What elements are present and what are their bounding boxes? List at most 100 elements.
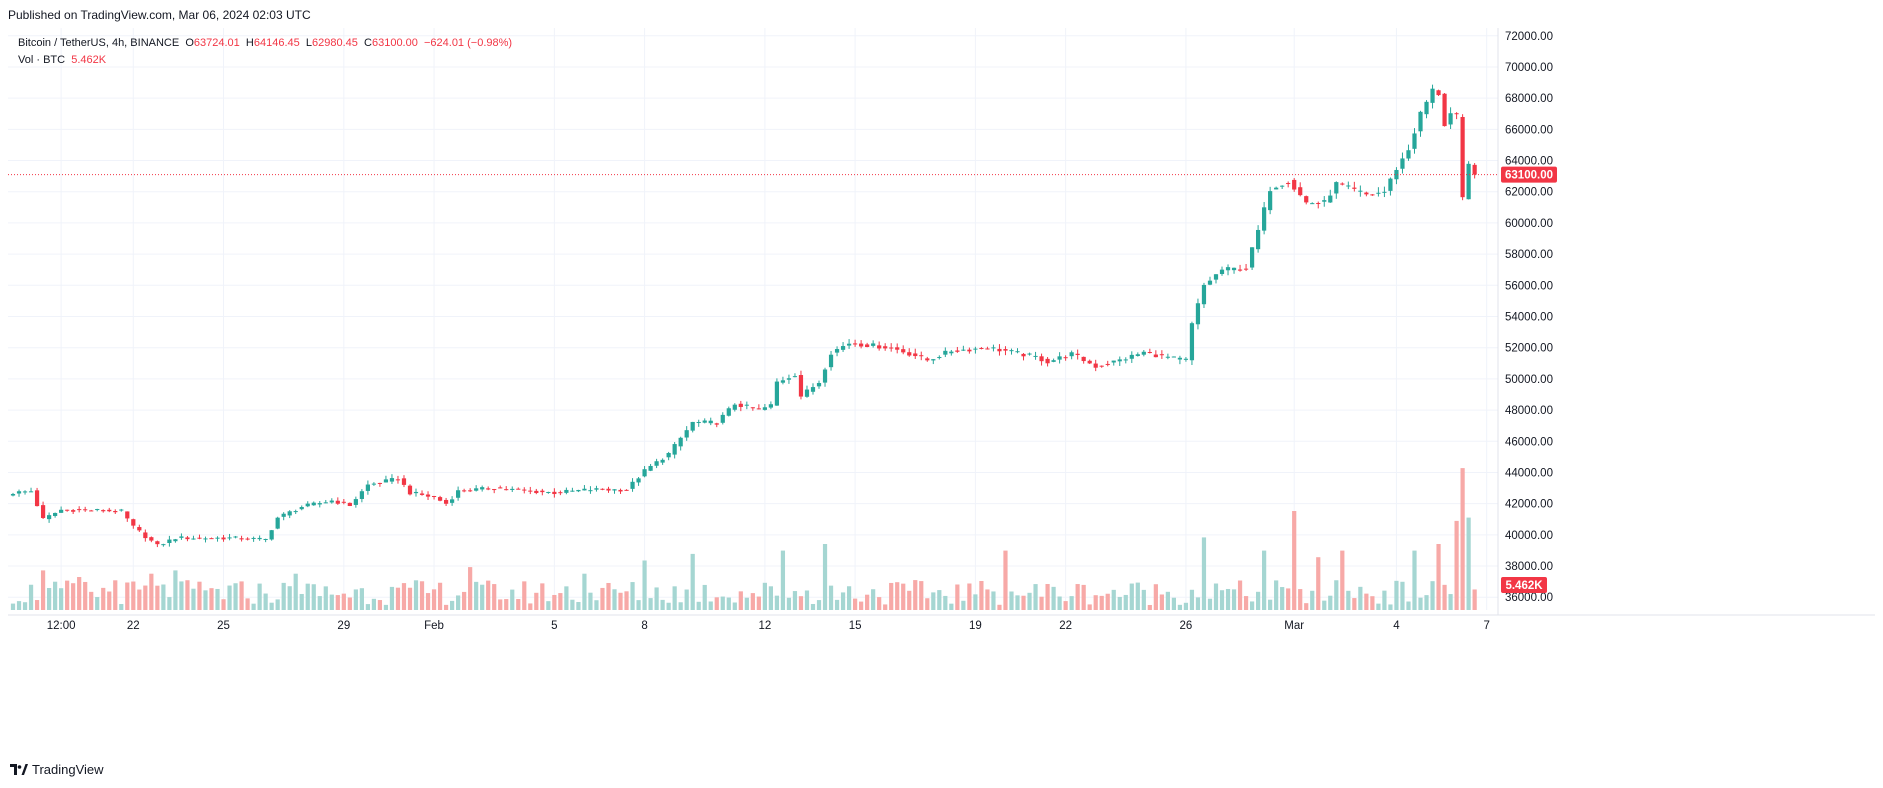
volume-bar xyxy=(600,587,605,610)
volume-bar xyxy=(865,594,870,610)
candle-body xyxy=(516,488,521,490)
volume-bar xyxy=(1328,595,1333,610)
volume-bar xyxy=(1093,595,1098,610)
price-axis[interactable]: 72000.00 70000.00 68000.00 66000.00 64000.00… xyxy=(1505,31,1553,604)
y-tick-label: 64000.00 xyxy=(1505,156,1553,168)
candle-body xyxy=(113,510,118,513)
volume-bar xyxy=(1322,600,1327,610)
candle-body xyxy=(173,539,178,542)
candle-body xyxy=(955,350,960,352)
volume-bar xyxy=(251,603,256,610)
volume-label[interactable]: Vol · BTC xyxy=(18,54,66,66)
volume-bar xyxy=(1207,598,1213,610)
candle-body xyxy=(684,430,689,438)
volume-bar xyxy=(1358,586,1363,610)
volume-bar xyxy=(961,600,966,610)
candle-body xyxy=(648,465,653,471)
volume-bar xyxy=(107,591,112,610)
volume-bar xyxy=(287,586,292,610)
candle-body xyxy=(871,343,876,346)
candle-body xyxy=(1310,203,1315,205)
candle-body xyxy=(359,491,364,499)
candle-body xyxy=(185,537,190,540)
candle-body xyxy=(510,488,515,490)
volume-bar xyxy=(353,589,358,610)
candle-body xyxy=(407,485,413,495)
candle-body xyxy=(1243,268,1249,270)
candle-body xyxy=(1472,164,1477,175)
candle-body xyxy=(738,403,743,407)
candle-body xyxy=(943,350,948,355)
price-chart[interactable]: 72000.00 70000.00 68000.00 66000.00 64000.00… xyxy=(8,28,1875,758)
candle-body xyxy=(846,343,852,346)
candle-body xyxy=(991,347,996,349)
candle-body xyxy=(660,459,665,463)
candle-body xyxy=(889,347,894,349)
candle-body xyxy=(1183,358,1189,360)
candle-body xyxy=(714,423,719,425)
candle-body xyxy=(1364,192,1369,195)
candle-body xyxy=(1087,360,1092,364)
candle-body xyxy=(582,488,587,491)
candle-body xyxy=(1412,133,1417,149)
volume-bar xyxy=(281,582,286,610)
candle-body xyxy=(1033,355,1038,357)
volume-bar xyxy=(624,591,629,610)
candle-body xyxy=(1460,117,1465,198)
candle-body xyxy=(1274,187,1279,190)
volume-bar xyxy=(95,597,100,610)
candle-body xyxy=(804,389,810,397)
tradingview-brand[interactable]: TradingView xyxy=(10,762,104,777)
volume-bar xyxy=(510,589,515,610)
last-volume-label: 5.462K xyxy=(1505,580,1543,592)
candle-body xyxy=(618,489,623,492)
candle-body xyxy=(877,345,882,349)
volume-bar xyxy=(955,584,960,610)
y-tick-label: 50000.00 xyxy=(1505,374,1553,386)
candle-body xyxy=(1262,207,1267,231)
candle-body xyxy=(925,358,930,361)
symbol-name[interactable]: Bitcoin / TetherUS, 4h, BINANCE xyxy=(18,37,180,49)
volume-bar xyxy=(871,589,876,610)
volume-bar xyxy=(1219,590,1225,610)
time-axis[interactable]: 12:00 22 25 29 Feb 5 8 12 15 19 22 26 Mar 4 7 xyxy=(47,620,1490,632)
volume-bar xyxy=(119,604,124,610)
x-tick-label: 22 xyxy=(127,620,140,632)
candle-body xyxy=(696,422,701,424)
volume-bar xyxy=(949,603,954,610)
candle-body xyxy=(46,515,52,520)
volume-bar xyxy=(1183,602,1189,610)
tradingview-wordmark: TradingView xyxy=(32,762,104,777)
volume-bar xyxy=(1376,603,1381,610)
volume-bar xyxy=(684,589,689,610)
candle-body xyxy=(492,489,497,491)
candle-body xyxy=(335,500,340,504)
close-label: C xyxy=(364,37,372,49)
volume-bar xyxy=(1135,582,1140,610)
volume-bar xyxy=(215,588,220,610)
candle-body xyxy=(708,420,713,424)
volume-bar xyxy=(10,603,16,610)
volume-bar xyxy=(744,597,749,610)
volume-bar xyxy=(365,604,370,610)
volume-bar xyxy=(269,602,274,610)
candle-body xyxy=(125,511,130,519)
volume-bar xyxy=(1352,598,1357,610)
candle-body xyxy=(83,509,88,511)
candle-body xyxy=(666,452,671,458)
volume-bar xyxy=(389,586,395,610)
volume-bar xyxy=(53,581,58,610)
volume-bar xyxy=(528,603,533,610)
chart-area[interactable]: 72000.00 70000.00 68000.00 66000.00 64000.00… xyxy=(8,28,1875,758)
volume-bar xyxy=(347,597,352,610)
x-tick-label: Mar xyxy=(1284,620,1304,632)
volume-bar xyxy=(594,600,599,610)
volume-bar xyxy=(383,604,389,610)
candle-body xyxy=(1406,150,1411,159)
volume-bar xyxy=(1448,594,1453,610)
volume-bar xyxy=(534,592,539,610)
volume-bar xyxy=(1177,604,1183,610)
volume-bar xyxy=(16,601,22,610)
volume-bar xyxy=(227,585,232,610)
volume-bar xyxy=(317,596,322,610)
